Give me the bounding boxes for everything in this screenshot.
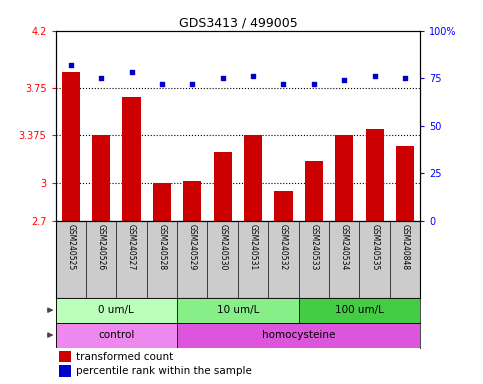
Point [371,73,379,79]
Bar [122,96,141,220]
Text: GSM240848: GSM240848 [400,223,410,270]
Point [188,81,196,87]
Bar [177,323,420,348]
Bar [177,298,298,323]
Title: GDS3413 / 499005: GDS3413 / 499005 [179,17,297,30]
Point [128,70,135,76]
Bar [59,366,71,377]
Bar [92,135,110,220]
Text: transformed count: transformed count [76,352,173,362]
Point [249,73,257,79]
Point [401,75,409,81]
Text: GSM240532: GSM240532 [279,223,288,270]
Point [97,75,105,81]
Bar [396,146,414,220]
Bar [305,161,323,220]
Bar [274,192,293,220]
Text: GSM240529: GSM240529 [188,223,197,270]
Bar [153,183,171,220]
Text: percentile rank within the sample: percentile rank within the sample [76,366,252,376]
Text: GSM240526: GSM240526 [97,223,106,270]
Bar [366,129,384,220]
Text: 10 um/L: 10 um/L [217,305,259,315]
Bar [244,134,262,220]
Text: GSM240530: GSM240530 [218,223,227,270]
Bar [335,134,354,220]
Text: 100 um/L: 100 um/L [335,305,384,315]
Text: GSM240525: GSM240525 [66,223,75,270]
Point [219,75,227,81]
Text: GSM240531: GSM240531 [249,223,257,270]
Text: control: control [98,330,134,340]
Bar [56,298,177,323]
Bar [298,298,420,323]
Point [280,81,287,87]
Text: GSM240533: GSM240533 [309,223,318,270]
Bar [56,323,177,348]
Text: GSM240534: GSM240534 [340,223,349,270]
Bar [183,181,201,220]
Bar [213,152,232,220]
Text: GSM240535: GSM240535 [370,223,379,270]
Point [67,62,74,68]
Text: 0 um/L: 0 um/L [99,305,134,315]
Point [158,81,166,87]
Bar [59,351,71,362]
Bar [62,73,80,220]
Text: GSM240528: GSM240528 [157,223,167,270]
Point [310,81,318,87]
Text: homocysteine: homocysteine [262,330,335,340]
Text: GSM240527: GSM240527 [127,223,136,270]
Point [341,77,348,83]
